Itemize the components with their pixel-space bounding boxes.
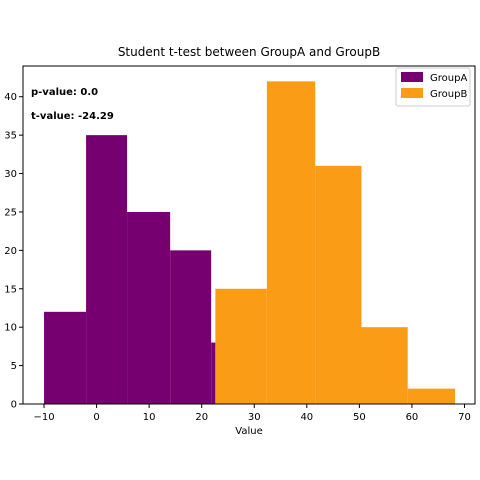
- y-tick-label: 30: [4, 169, 17, 180]
- x-tick-label: 20: [195, 412, 208, 423]
- y-tick-label: 20: [4, 246, 17, 257]
- histogram-bar-groupb-0: [215, 288, 267, 404]
- legend-label-groupb: GroupB: [430, 89, 467, 100]
- x-axis-ticks: −10 0 10 20 30 40 50 60 70: [33, 404, 471, 423]
- y-tick-label: 25: [4, 207, 17, 218]
- y-axis-ticks: 0 5 10 15 20 25 30 35 40: [4, 92, 23, 411]
- y-tick-label: 35: [4, 131, 17, 142]
- legend-swatch-groupa: [401, 72, 423, 82]
- x-tick-label: 50: [353, 412, 366, 423]
- y-tick-label: 10: [4, 323, 17, 334]
- x-tick-label: 30: [248, 412, 261, 423]
- histogram-bar-groupb-1: [266, 81, 316, 404]
- x-tick-label: 60: [406, 412, 419, 423]
- x-tick-label: 70: [458, 412, 471, 423]
- plot-area-frame: [22, 65, 476, 405]
- histogram-bar-groupb-3: [361, 327, 408, 404]
- histogram-bar-groupb-2: [315, 165, 362, 404]
- y-tick-label: 40: [4, 92, 17, 103]
- x-tick-label: −10: [33, 412, 54, 423]
- histogram-bar-groupa-1: [86, 135, 128, 405]
- histogram-bar-groupa-0: [44, 311, 87, 404]
- histogram-bar-groupa-4: [211, 342, 216, 404]
- y-tick-label: 0: [11, 400, 17, 411]
- histogram-bar-groupa-2: [127, 211, 171, 404]
- histogram-bar-groupa-3: [170, 250, 212, 404]
- t-value-annotation: t-value: -24.29: [31, 111, 114, 122]
- y-tick-label: 15: [4, 284, 17, 295]
- chart-title: Student t-test between GroupA and GroupB: [118, 45, 380, 59]
- histogram-bars: [44, 81, 456, 405]
- legend-label-groupa: GroupA: [430, 73, 467, 84]
- y-tick-label: 5: [11, 361, 17, 372]
- x-axis-label: Value: [235, 426, 262, 437]
- x-tick-label: 40: [300, 412, 313, 423]
- histogram-bar-groupb-4: [407, 388, 456, 404]
- legend: GroupA GroupB: [395, 67, 471, 107]
- x-tick-label: 0: [93, 412, 99, 423]
- x-tick-label: 10: [143, 412, 156, 423]
- legend-swatch-groupb: [401, 88, 423, 98]
- p-value-annotation: p-value: 0.0: [31, 87, 98, 98]
